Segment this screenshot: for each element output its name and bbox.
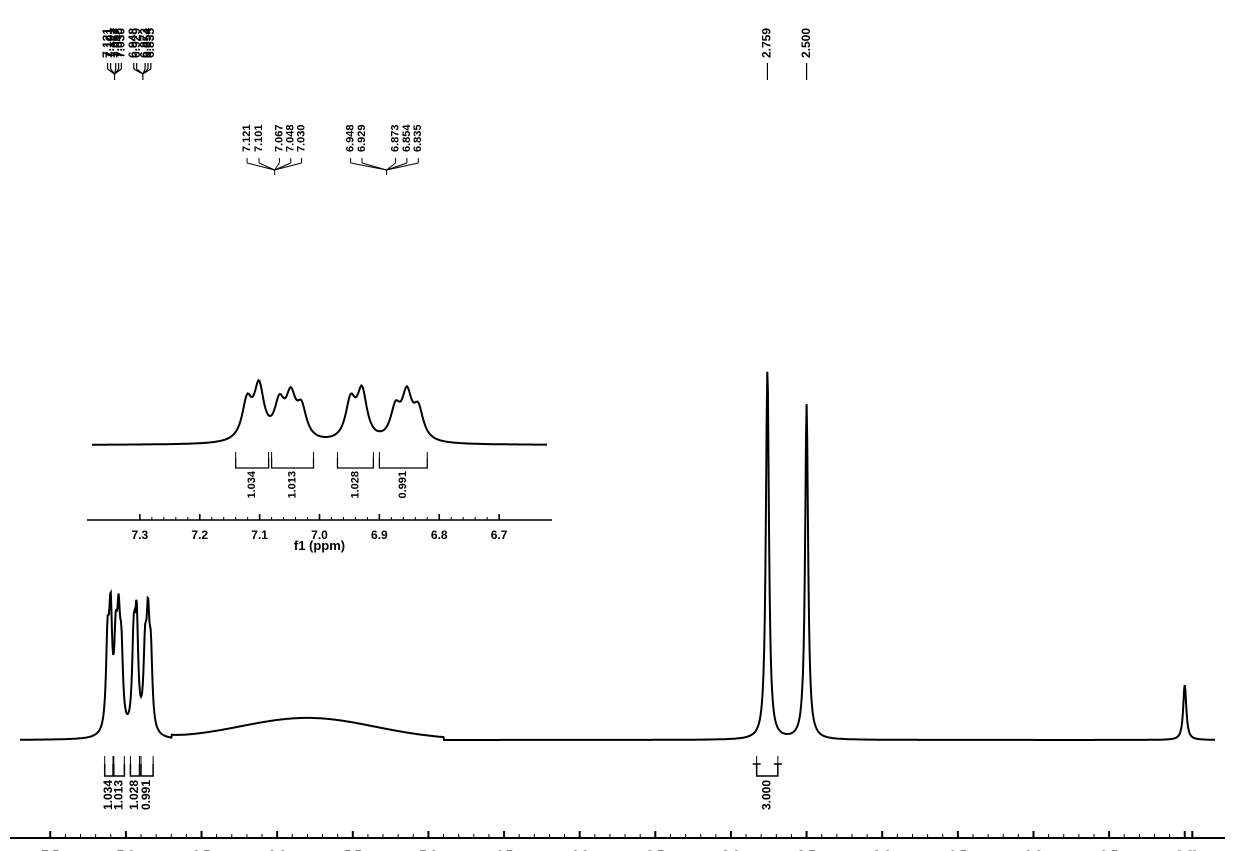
nmr-svg: 7.5 7.0 6.5 6.0 5.5 5.0 4.5 4.0 3.5 3.0 2.5 2.0 1.5 1… [0, 0, 1240, 851]
axis-tick-label: 1.5 [949, 848, 967, 851]
integral-bracket [105, 764, 113, 776]
axis-tick-label: 4.5 [495, 848, 513, 851]
peak-ppm-label: 6.835 [143, 28, 157, 58]
inset-peak-ppm-label: 7.030 [295, 124, 307, 152]
inset-axis-label: f1 (ppm) [294, 538, 345, 553]
inset-peak-diag [362, 163, 387, 170]
main-spectrum-trace [20, 372, 1215, 740]
axis-tick-label: 7.0 [117, 848, 135, 851]
inset-integral-label: 1.028 [349, 471, 361, 499]
inset-axis-tick-label: 7.3 [132, 528, 149, 542]
inset-axis-tick-label: 6.7 [491, 528, 508, 542]
peak-ppm-label: 2.759 [760, 28, 774, 58]
nmr-figure: 7.5 7.0 6.5 6.0 5.5 5.0 4.5 4.0 3.5 3.0 2.5 2.0 1.5 1… [0, 0, 1240, 851]
inset-axis-tick-label: 7.2 [191, 528, 208, 542]
axis-tick-label: 2.0 [873, 848, 891, 851]
axis-tick-label: 1.0 [1024, 848, 1042, 851]
inset-axis-tick-label: 6.9 [371, 528, 388, 542]
inset-integral-label: 1.013 [286, 471, 298, 499]
integral-bracket [141, 764, 153, 776]
inset-peak-ppm-label: 7.121 [241, 124, 253, 152]
inset-peak-ppm-label: 6.854 [401, 124, 413, 152]
inset-integral-bracket [236, 458, 269, 468]
inset-peak-ppm-label: 6.873 [389, 124, 401, 152]
axis-tick-label: 6.5 [192, 848, 210, 851]
inset-integral-label: 1.034 [246, 470, 258, 498]
inset-peak-ppm-label: 6.835 [412, 124, 424, 152]
inset-peak-ppm-label: 7.067 [273, 124, 285, 152]
axis-tick-label: 6.0 [268, 848, 286, 851]
inset-peak-ppm-label: 6.948 [345, 124, 357, 152]
axis-tick-label: 2.5 [798, 848, 816, 851]
inset-integral-bracket [379, 458, 427, 468]
integral-bracket [757, 764, 778, 776]
axis-tick-label: 7.5 [41, 848, 59, 851]
inset-integral-bracket [272, 458, 314, 468]
integral-label: 1.013 [111, 780, 125, 810]
axis-tick-label: 3.0 [722, 848, 740, 851]
axis-tick-label: 3.5 [646, 848, 664, 851]
inset-spectrum: 7.37.27.17.06.96.86.7f1 (ppm)1.0341.0131… [87, 124, 552, 553]
inset-axis-tick-label: 7.1 [251, 528, 268, 542]
peak-ppm-label: 2.500 [799, 28, 813, 58]
axis-tick-label: 4.0 [571, 848, 589, 851]
inset-axis-tick-label: 6.8 [431, 528, 448, 542]
integral-bracket [114, 764, 125, 776]
inset-peak-ppm-label: 6.929 [356, 124, 368, 152]
inset-peak-ppm-label: 7.101 [253, 124, 265, 152]
integral-label: 3.000 [759, 780, 773, 810]
axis-tick-label: -0 [1187, 848, 1199, 851]
inset-integral-bracket [337, 458, 373, 468]
inset-integral-label: 0.991 [397, 471, 409, 499]
inset-spectrum-trace [92, 380, 547, 444]
integral-bracket [130, 764, 139, 776]
axis-tick-label: 5.5 [344, 848, 362, 851]
integral-label: 0.991 [139, 780, 153, 810]
axis-tick-label: 0.5 [1100, 848, 1118, 851]
axis-tick-label: 5.0 [419, 848, 437, 851]
